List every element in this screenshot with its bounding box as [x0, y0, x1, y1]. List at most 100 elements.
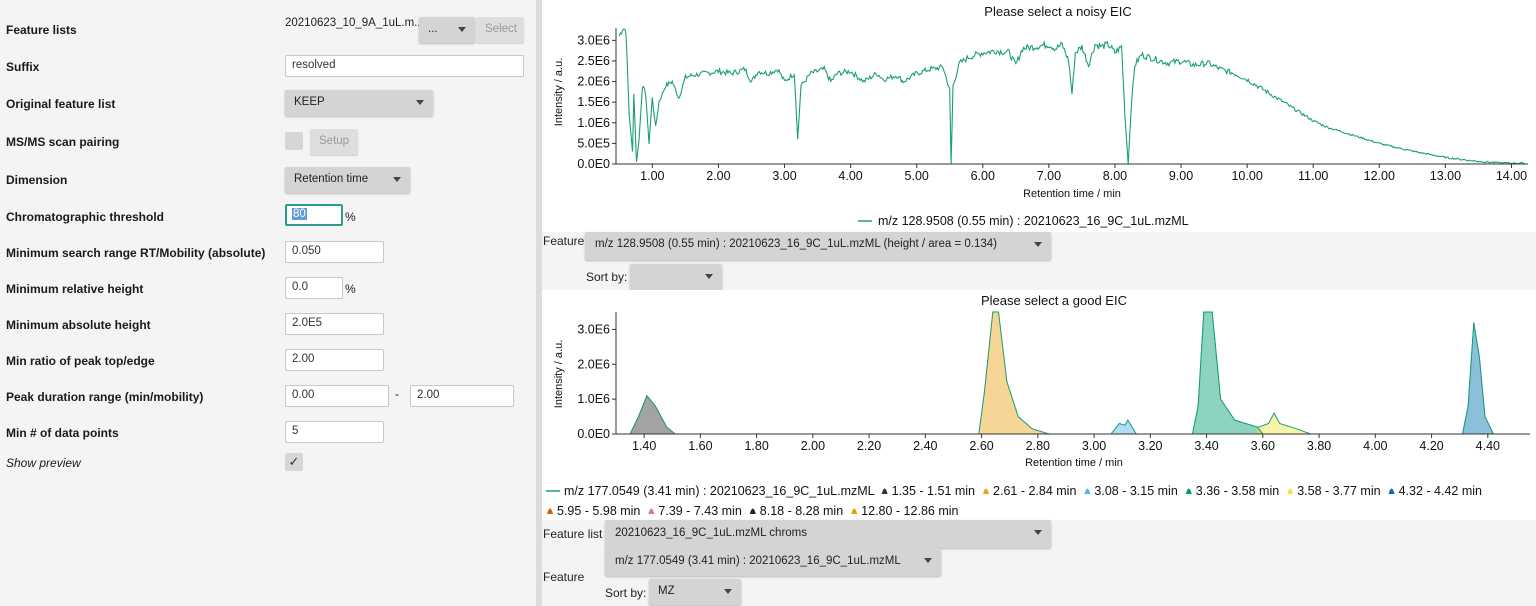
- select-button[interactable]: Select: [476, 17, 524, 43]
- y-axis-label: Intensity / a.u.: [553, 340, 565, 408]
- percent-unit: %: [345, 210, 356, 224]
- x-tick-label: 2.00: [801, 439, 825, 453]
- preview-panel: Please select a noisy EIC Intensity / a.…: [542, 0, 1536, 606]
- x-tick-label: 3.60: [1251, 439, 1275, 453]
- chevron-down-icon: [924, 558, 932, 563]
- feature-label: Feature: [543, 570, 585, 584]
- sortby-dropdown[interactable]: [630, 264, 722, 290]
- min-search-range-label: Minimum search range RT/Mobility (absolu…: [6, 246, 266, 260]
- feature-list-dropdown[interactable]: 20210623_16_9C_1uL.mzML chroms: [605, 520, 1051, 548]
- min-ratio-input[interactable]: 2.00: [285, 349, 384, 371]
- feature-label: Feature: [543, 234, 585, 248]
- x-tick-label: 3.00: [772, 169, 796, 183]
- x-tick-label: 1.40: [632, 439, 656, 453]
- sortby-label: Sort by:: [605, 586, 647, 600]
- legend-marker: [648, 508, 655, 514]
- y-tick-label: 1.0E6: [577, 116, 610, 130]
- x-tick-label: 4.00: [1363, 439, 1387, 453]
- noisy-eic-chart: Please select a noisy EIC Intensity / a.…: [553, 4, 1528, 228]
- suffix-label: Suffix: [6, 60, 40, 74]
- legend-entry: 2.61 - 2.84 min: [993, 484, 1076, 498]
- feature-lists-dropdown[interactable]: ...: [419, 17, 475, 43]
- feature-value: m/z 177.0549 (3.41 min) : 20210623_16_9C…: [615, 555, 901, 567]
- y-tick-label: 1.5E6: [577, 95, 610, 109]
- y-tick-label: 0.0E0: [577, 157, 610, 171]
- peak-area: [1462, 322, 1495, 435]
- feature-list-label: Feature list: [543, 527, 603, 541]
- legend-marker: [851, 508, 858, 514]
- noisy-eic-plot[interactable]: Please select a noisy EIC Intensity / a.…: [542, 0, 1536, 232]
- min-data-points-label: Min # of data points: [6, 426, 119, 440]
- x-tick-label: 8.00: [1103, 169, 1127, 183]
- x-tick-label: 1.60: [688, 439, 712, 453]
- dimension-value: Retention time: [294, 173, 369, 185]
- min-relative-height-input[interactable]: 0.0: [285, 277, 343, 299]
- peak-duration-max-input[interactable]: 2.00: [410, 385, 514, 407]
- x-tick-label: 3.80: [1307, 439, 1331, 453]
- legend-marker: [547, 508, 553, 514]
- legend-entry: 3.36 - 3.58 min: [1196, 484, 1279, 498]
- min-relative-height-label: Minimum relative height: [6, 282, 144, 296]
- x-tick-label: 2.00: [706, 169, 730, 183]
- percent-unit: %: [345, 282, 356, 296]
- dimension-label: Dimension: [6, 173, 68, 187]
- panel-divider[interactable]: [536, 0, 542, 606]
- show-preview-label: Show preview: [6, 456, 81, 470]
- y-tick-label: 2.0E6: [577, 357, 610, 371]
- x-tick-label: 3.20: [1138, 439, 1162, 453]
- peak-area: [978, 311, 1050, 435]
- legend-marker: [1287, 488, 1294, 494]
- feature-lists-label: Feature lists: [6, 23, 77, 37]
- feature-dropdown[interactable]: m/z 177.0549 (3.41 min) : 20210623_16_9C…: [605, 548, 941, 576]
- msms-checkbox[interactable]: [285, 132, 303, 150]
- legend-entry: 3.58 - 3.77 min: [1297, 484, 1380, 498]
- x-tick-label: 4.00: [838, 169, 862, 183]
- suffix-input[interactable]: resolved: [285, 55, 524, 77]
- feature-dropdown[interactable]: m/z 128.9508 (0.55 min) : 20210623_16_9C…: [585, 232, 1051, 260]
- y-tick-label: 2.5E6: [577, 54, 610, 68]
- y-tick-label: 5.0E5: [577, 136, 610, 150]
- x-tick-label: 4.40: [1476, 439, 1500, 453]
- setup-button[interactable]: Setup: [310, 129, 358, 155]
- sortby-dropdown[interactable]: MZ: [649, 579, 741, 605]
- legend-entry: 3.08 - 3.15 min: [1094, 484, 1177, 498]
- feature-controls-bottom: Feature list 20210623_16_9C_1uL.mzML chr…: [542, 520, 1536, 606]
- chevron-down-icon: [1034, 530, 1042, 535]
- x-tick-label: 4.20: [1419, 439, 1443, 453]
- y-tick-label: 3.0E6: [577, 322, 610, 336]
- x-tick-label: 3.00: [1082, 439, 1106, 453]
- feature-lists-value: 20210623_10_9A_1uL.m...: [285, 17, 424, 29]
- show-preview-checkbox[interactable]: ✓: [285, 453, 303, 471]
- chevron-down-icon: [458, 27, 466, 32]
- x-tick-label: 1.00: [640, 169, 664, 183]
- chevron-down-icon: [1034, 242, 1042, 247]
- x-tick-label: 13.00: [1430, 169, 1461, 183]
- x-tick-label: 11.00: [1298, 169, 1328, 183]
- sortby-value: MZ: [658, 585, 675, 597]
- y-tick-label: 0.0E0: [577, 427, 610, 441]
- chevron-down-icon: [705, 274, 713, 279]
- chromatographic-threshold-input[interactable]: 80: [285, 204, 343, 226]
- min-absolute-height-label: Minimum absolute height: [6, 318, 151, 332]
- dimension-dropdown[interactable]: Retention time: [285, 167, 410, 193]
- legend-entry: m/z 128.9508 (0.55 min) : 20210623_16_9C…: [878, 214, 1189, 228]
- chart-title: Please select a good EIC: [981, 293, 1127, 308]
- legend-marker: [1084, 488, 1091, 494]
- min-ratio-label: Min ratio of peak top/edge: [6, 354, 155, 368]
- feature-value: m/z 128.9508 (0.55 min) : 20210623_16_9C…: [595, 238, 998, 250]
- x-tick-label: 12.00: [1364, 169, 1395, 183]
- chart-title: Please select a noisy EIC: [984, 4, 1131, 19]
- min-data-points-input[interactable]: 5: [285, 421, 384, 443]
- peak-duration-min-input[interactable]: 0.00: [285, 385, 389, 407]
- min-absolute-height-input[interactable]: 2.0E5: [285, 313, 384, 335]
- original-feature-list-dropdown[interactable]: KEEP: [285, 90, 433, 116]
- legend: m/z 177.0549 (3.41 min) : 20210623_16_9C…: [546, 484, 1482, 518]
- min-search-range-input[interactable]: 0.050: [285, 241, 384, 263]
- good-eic-plot[interactable]: Please select a good EIC Intensity / a.u…: [542, 290, 1536, 520]
- feature-lists-dots: ...: [428, 23, 438, 35]
- y-tick-label: 1.0E6: [577, 392, 610, 406]
- legend-marker: [1185, 488, 1192, 494]
- legend-entry: m/z 177.0549 (3.41 min) : 20210623_16_9C…: [564, 484, 875, 498]
- feature-list-value: 20210623_16_9C_1uL.mzML chroms: [615, 527, 808, 539]
- chevron-down-icon: [416, 100, 424, 105]
